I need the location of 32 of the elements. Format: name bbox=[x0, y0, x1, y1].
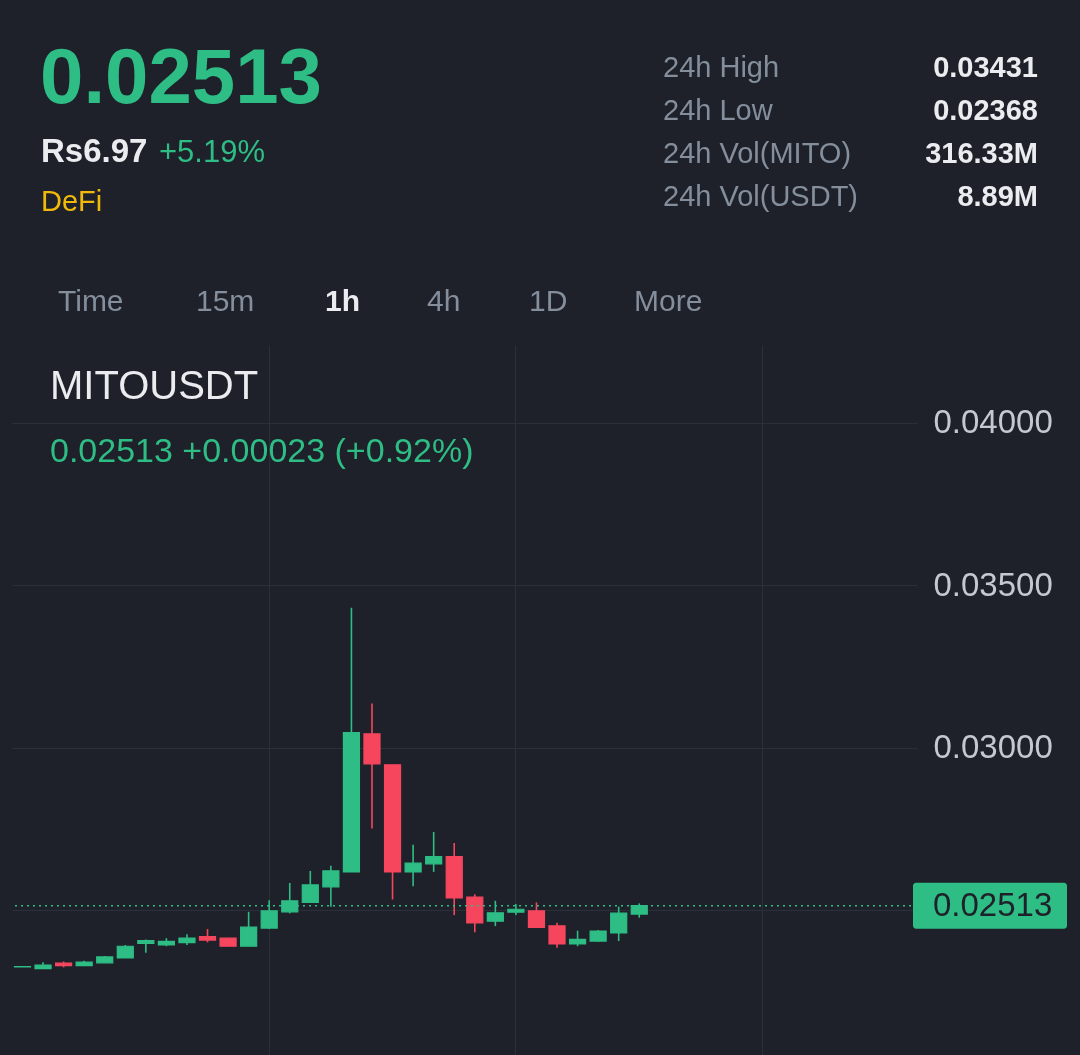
candlestick bbox=[240, 911, 258, 948]
text: 0.02368 bbox=[933, 94, 1038, 126]
text: 1h bbox=[325, 284, 361, 317]
y-tick-label: 0.03000 bbox=[933, 728, 1053, 766]
ref-line-label: 0.02513 bbox=[933, 885, 1053, 923]
text: 24h Vol(USDT) bbox=[663, 180, 859, 212]
chart-title: MITOUSDT bbox=[50, 363, 259, 407]
candlestick bbox=[610, 905, 628, 942]
text: 316.33M bbox=[925, 137, 1038, 169]
text: 24h Low bbox=[663, 94, 774, 126]
candlestick bbox=[137, 938, 155, 954]
candlestick bbox=[548, 922, 566, 949]
candlestick bbox=[404, 843, 422, 887]
text: More bbox=[634, 284, 703, 317]
text: 0.02513 bbox=[40, 32, 322, 120]
text: 4h bbox=[427, 284, 461, 317]
y-tick-label: 0.04000 bbox=[933, 403, 1053, 441]
text: Rs6.97 bbox=[41, 132, 148, 169]
candlestick bbox=[301, 870, 319, 904]
text: +5.19% bbox=[159, 134, 266, 169]
text: 1D bbox=[529, 284, 568, 317]
candlestick bbox=[425, 831, 443, 873]
text: 8.89M bbox=[957, 180, 1038, 212]
text: 0.03431 bbox=[933, 51, 1038, 83]
text: Time bbox=[58, 284, 124, 317]
y-tick-label: 0.03500 bbox=[933, 565, 1053, 603]
text: 24h High bbox=[663, 51, 780, 83]
text: 0.02513 +0.00023 (+0.92%) bbox=[50, 431, 474, 469]
text: DeFi bbox=[41, 185, 103, 217]
text: 15m bbox=[196, 284, 255, 317]
candlestick bbox=[527, 901, 546, 929]
text: 24h Vol(MITO) bbox=[663, 137, 852, 169]
